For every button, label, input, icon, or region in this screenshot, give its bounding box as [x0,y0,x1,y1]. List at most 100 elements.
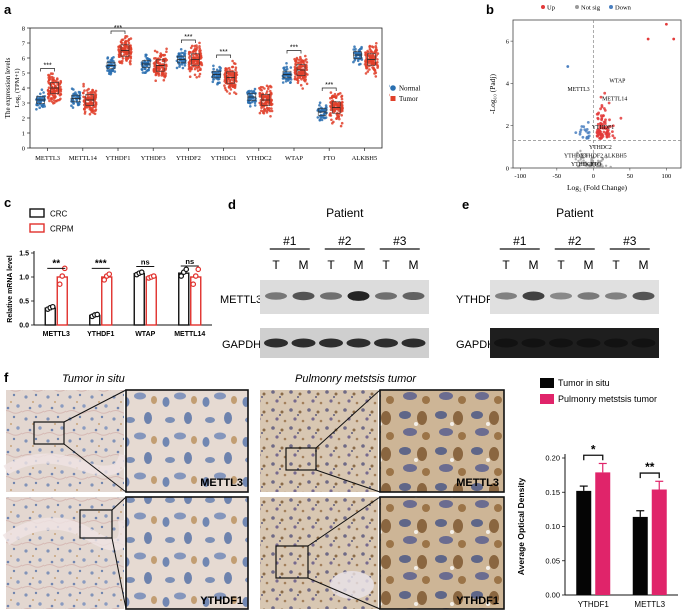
a-point-normal [212,67,215,71]
b-ytick-label: 4 [506,81,510,88]
f-sig-bracket [583,454,604,461]
a-point-tumor [162,74,165,78]
b-point-down [578,130,582,134]
c-ytick-label: 1.0 [19,275,29,282]
a-point-tumor [298,58,301,62]
a-point-normal [219,69,222,73]
b-point-notsig [595,164,598,167]
f-ytick-label: 0.10 [545,522,560,531]
legend-normal-marker [390,85,396,91]
a-point-tumor [122,53,126,57]
c-legend-label-crc: CRC [50,210,68,219]
b-point-notsig [592,165,596,168]
a-point-tumor [49,90,53,93]
blot-group-label: #1 [513,234,527,248]
b-xtick-label: -50 [552,173,561,180]
a-point-tumor [47,81,51,85]
a-xtick-label: YTHDF2 [176,155,201,162]
b-point-up [598,125,602,129]
a-point-tumor [367,54,371,58]
b-point-notsig [590,163,593,167]
a-point-normal [141,71,145,74]
a-point-tumor [154,79,157,82]
a-sig-bracket [216,54,231,58]
a-point-normal [112,56,115,59]
c-point-crpm [150,273,157,279]
legend-tumor-label: Tumor [399,95,418,103]
a-point-tumor [196,69,200,73]
a-point-tumor [82,91,85,95]
a-point-tumor [334,103,337,106]
a-point-tumor [297,61,301,64]
a-point-tumor [305,58,308,61]
a-point-tumor [94,101,98,105]
a-point-tumor [127,41,131,45]
a-point-tumor [299,83,303,87]
a-point-tumor [163,53,167,57]
b-point-up [601,133,604,137]
a-point-normal [179,48,183,51]
b-point-notsig [585,163,588,166]
panel-c-mrna-bar-chart: c 0.0 0.5 1.0 1.5 Relative mRNA level CRC CRPM… [4,195,212,338]
b-point-up [600,126,604,130]
a-point-tumor [339,92,342,95]
a-point-normal [284,80,288,83]
a-point-normal [77,103,81,106]
a-point-tumor [299,55,302,59]
a-point-normal [357,49,361,52]
b-point-down [574,131,578,135]
b-point-outlier [664,22,668,26]
a-point-tumor [47,86,51,89]
blot-group-label: #1 [283,234,297,248]
a-point-normal [357,50,361,54]
blot-group-label: #2 [338,234,352,248]
a-point-normal [360,45,363,49]
a-point-tumor [157,74,161,77]
a-point-tumor [369,50,372,54]
a-point-tumor [340,101,344,104]
b-point-notsig [579,149,582,153]
c-xtick-label: WTAP [135,331,155,338]
b-xtick-label: -100 [514,173,526,180]
blot-lane-label: M [354,258,364,272]
c-point-crpm [192,273,199,279]
blot-lane-label: M [409,258,419,272]
a-point-tumor [89,97,93,100]
blot-target-band [347,291,370,301]
c-sig-label: ** [52,258,60,269]
a-sig-bracket [181,39,196,43]
a-point-tumor [223,75,227,79]
a-point-tumor [293,71,297,74]
a-point-tumor [223,86,227,90]
b-point-down [586,131,590,135]
a-point-tumor [375,48,379,52]
a-point-tumor [86,91,90,95]
c-point-crc [138,269,145,276]
a-point-normal [285,65,289,69]
blot-target-band [577,292,600,300]
c-bar-crc [178,272,190,326]
a-point-tumor [129,37,133,40]
b-point-notsig [583,161,586,165]
b-point-up [595,112,599,116]
b-annotation-ythdc2: YTHDC2 [589,145,612,151]
a-point-tumor [188,51,191,54]
a-point-normal [252,90,255,93]
blot-lane-label: T [272,258,280,272]
b-legend-marker [609,5,613,9]
b-point-notsig [586,166,589,170]
b-point-notsig [576,151,579,154]
a-point-tumor [365,67,369,70]
a-point-tumor [232,62,236,65]
blot-target-band [320,292,342,300]
c-point-crpm [190,281,197,288]
a-point-tumor [153,49,157,53]
b-point-up [600,136,604,140]
ihc-label-3: METTL3 [456,477,499,489]
a-xtick-label: METTL3 [35,155,60,162]
a-point-normal [35,108,38,111]
a-point-tumor [86,97,90,100]
a-point-tumor [299,71,302,75]
